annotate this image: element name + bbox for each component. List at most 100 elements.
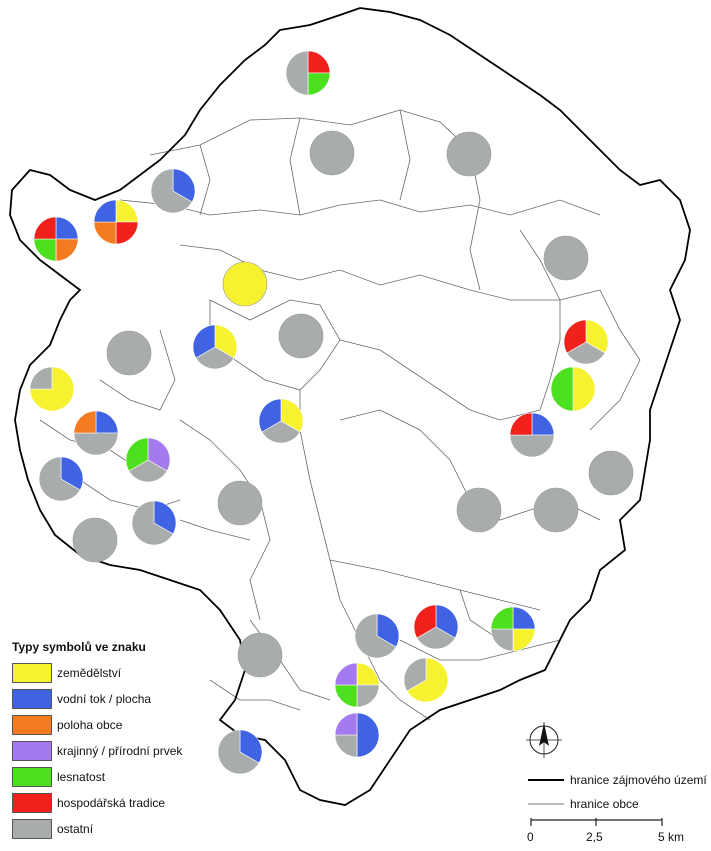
municipality-boundaries [39, 109, 641, 721]
pie-slice-krajinny [334, 712, 358, 736]
pie-p28 [490, 606, 536, 652]
pie-slice-voda [60, 456, 84, 491]
pie-slice-voda [258, 398, 282, 433]
pie-slice-ostatni [217, 729, 260, 775]
scale-label-mid: 2,5 [586, 830, 603, 844]
pie-slice-hospodarska [509, 412, 533, 436]
pie-slice-ostatni [356, 684, 380, 708]
legend-swatch-krajinny [12, 741, 52, 761]
pie-slice-ostatni [334, 734, 358, 758]
legend-item-zemedelstvi: zemědělství [12, 660, 232, 686]
pie-slice-hospodarska [307, 50, 331, 74]
pie-slice-hospodarska [115, 221, 139, 245]
pie-p30 [334, 662, 380, 708]
pie-slice-zemedelstvi [572, 366, 596, 412]
pie-p19 [38, 456, 84, 502]
pie-slice-lesnatost [33, 238, 57, 262]
pie-slice-voda [512, 606, 536, 630]
pie-slice-voda [435, 604, 459, 639]
line-label-municipality: hranice obce [570, 797, 639, 811]
thin-line-sample [528, 803, 564, 805]
pie-slice-ostatni [543, 235, 589, 281]
pie-slice-voda [192, 324, 216, 359]
pie-p06 [33, 216, 79, 262]
pie-slice-krajinny [334, 662, 358, 686]
legend-item-poloha: poloha obce [12, 712, 232, 738]
pie-slice-lesnatost [490, 606, 514, 630]
pie-p31 [403, 657, 449, 703]
pie-p32 [334, 712, 380, 758]
thick-line-sample [528, 779, 564, 781]
pie-slice-ostatni [285, 50, 309, 96]
legend-label: zemědělství [57, 666, 122, 680]
pie-p15 [73, 410, 119, 456]
study-area-boundary [9, 7, 691, 806]
pie-p29 [237, 632, 283, 678]
legend: Typy symbolů ve znaku zemědělství vodní … [12, 640, 232, 842]
pie-slice-krajinny [147, 437, 171, 472]
legend-label: hospodářská tradice [57, 796, 166, 810]
pie-slice-ostatni [72, 517, 118, 563]
legend-swatch-poloha [12, 715, 52, 735]
pie-p13 [29, 366, 75, 412]
pie-slice-voda [55, 216, 79, 240]
legend-swatch-ostatni [12, 819, 52, 839]
legend-item-krajinny: krajinný / přírodní prvek [12, 738, 232, 764]
pie-slice-ostatni [217, 480, 263, 526]
line-legend: hranice zájmového území hranice obce [528, 768, 708, 816]
scale-label-end: 5 km [658, 830, 685, 844]
pie-slice-zemedelstvi [115, 199, 139, 223]
legend-label: krajinný / přírodní prvek [57, 744, 183, 758]
pie-slice-ostatni [150, 168, 193, 214]
pie-slice-ostatni [588, 450, 634, 496]
pie-slice-ostatni [446, 131, 492, 177]
legend-item-lesnatost: lesnatost [12, 764, 232, 790]
legend-title: Typy symbolů ve znaku [12, 640, 146, 654]
pie-slice-ostatni [38, 456, 81, 502]
pie-p07 [543, 235, 589, 281]
legend-swatch-voda [12, 689, 52, 709]
line-label-area: hranice zájmového území [570, 773, 707, 787]
scale-label-0: 0 [527, 830, 534, 844]
pie-p17 [509, 412, 555, 458]
pie-slice-voda [376, 613, 400, 648]
pie-p04 [150, 168, 196, 214]
pie-slice-zemedelstvi [280, 398, 304, 433]
legend-label: poloha obce [57, 718, 123, 732]
pie-slice-ostatni [131, 500, 174, 546]
pie-slice-ostatni [237, 632, 283, 678]
north-arrow [526, 722, 562, 758]
pie-slice-hospodarska [33, 216, 57, 240]
pie-slice-ostatni [278, 313, 324, 359]
pie-slice-ostatni [456, 487, 502, 533]
pie-p25 [72, 517, 118, 563]
pie-p08 [222, 261, 268, 307]
legend-item-voda: vodní tok / plocha [12, 686, 232, 712]
pie-slice-ostatni [73, 432, 119, 456]
pie-p10 [106, 330, 152, 376]
legend-swatch-lesnatost [12, 767, 52, 787]
line-legend-municipality: hranice obce [528, 792, 708, 816]
legend-item-ostatni: ostatní [12, 816, 232, 842]
pie-p33 [217, 729, 263, 775]
pie-p20 [588, 450, 634, 496]
pie-p14 [550, 366, 596, 412]
pie-slice-zemedelstvi [356, 662, 380, 686]
scale-bar-graphic [530, 818, 663, 826]
pie-slice-zemedelstvi [585, 319, 609, 354]
pie-p11 [278, 313, 324, 359]
scale-bar: 0 2,5 5 km [520, 818, 710, 850]
pie-p03 [446, 131, 492, 177]
pie-p22 [131, 500, 177, 546]
pie-slice-poloha [93, 221, 117, 245]
legend-label: vodní tok / plocha [57, 692, 152, 706]
pie-slice-voda [93, 199, 117, 223]
pie-slice-voda [356, 712, 380, 758]
pie-slice-poloha [55, 238, 79, 262]
pie-slice-voda [172, 168, 196, 203]
legend-label: lesnatost [57, 770, 106, 784]
line-legend-area: hranice zájmového území [528, 768, 708, 792]
pie-p21 [217, 480, 263, 526]
pie-slice-ostatni [533, 487, 579, 533]
